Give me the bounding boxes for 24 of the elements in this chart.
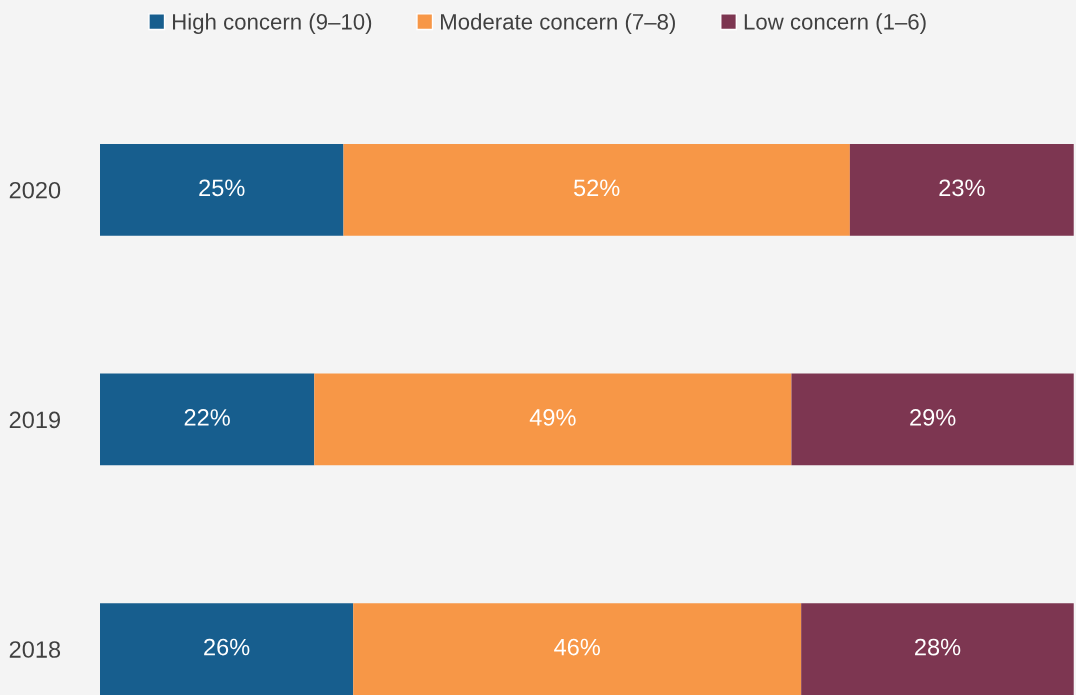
legend-label: Low concern (1–6) — [744, 13, 926, 35]
bar — [100, 373, 315, 466]
data-label: 29% — [910, 409, 956, 426]
y-tick-label: 2020 — [9, 181, 61, 199]
bar — [314, 373, 792, 466]
bar — [791, 373, 1074, 466]
y-tick-label: 2018 — [9, 641, 61, 658]
data-label: 26% — [204, 638, 250, 656]
data-label: 49% — [529, 409, 576, 426]
legend-label: Moderate concern (7–8) — [441, 13, 675, 35]
data-label: 22% — [184, 409, 230, 426]
bar — [343, 143, 850, 236]
bar — [100, 143, 344, 236]
bar — [100, 603, 354, 695]
bar — [353, 603, 802, 695]
data-label: 28% — [915, 638, 961, 656]
data-label: 25% — [199, 179, 245, 197]
bar — [849, 143, 1074, 236]
data-label: 46% — [554, 638, 600, 656]
bar — [801, 603, 1074, 695]
legend-label: High concern (9–10) — [173, 13, 372, 35]
data-label: 52% — [573, 179, 620, 197]
y-tick-label: 2019 — [9, 411, 60, 429]
data-label: 23% — [939, 179, 985, 197]
